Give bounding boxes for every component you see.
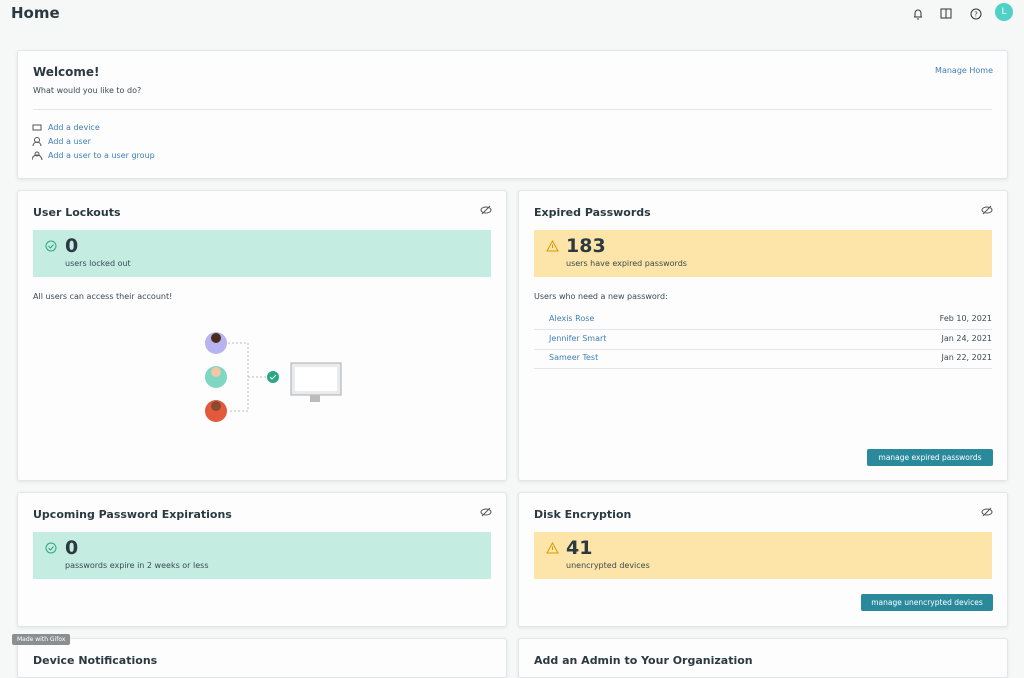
add-admin-card: Add an Admin to Your Organization — [518, 638, 1008, 678]
card-title: Add an Admin to Your Organization — [534, 654, 753, 667]
upcoming-expirations-card: Upcoming Password Expirations 0 password… — [17, 492, 507, 627]
page: {"header":{"title":"Home","avatar":"L"},… — [11, 3, 1013, 678]
count-label: passwords expire in 2 weeks or less — [65, 561, 209, 570]
illustration — [205, 332, 342, 422]
count: 183 — [566, 235, 606, 257]
count: 0 — [65, 235, 79, 257]
expired-passwords-card: Expired Passwords 183 users have expired… — [518, 190, 1008, 481]
count: 41 — [566, 537, 593, 559]
watermark: Made with Gifox — [12, 634, 71, 645]
card-title: User Lockouts — [33, 206, 121, 219]
welcome-subtitle: What would you like to do? — [33, 86, 142, 95]
status-banner: 0 passwords expire in 2 weeks or less — [33, 532, 491, 579]
card-title: Disk Encryption — [534, 508, 632, 521]
divider — [33, 109, 992, 110]
hide-icon[interactable] — [480, 205, 492, 215]
page-title: Home — [11, 4, 60, 22]
action-link[interactable]: Add a user to a user group — [48, 151, 155, 160]
manage-home-link[interactable]: Manage Home — [935, 66, 993, 75]
welcome-title: Welcome! — [33, 65, 100, 79]
card-title: Expired Passwords — [534, 206, 651, 219]
count-label: users locked out — [65, 259, 131, 268]
count: 0 — [65, 537, 79, 559]
manage-unencrypted-button[interactable]: manage unencrypted devices — [861, 594, 993, 611]
user-name[interactable]: Alexis Rose — [549, 314, 595, 323]
user-lockouts-card: User Lockouts 0 users locked out All use… — [17, 190, 507, 481]
hide-icon[interactable] — [981, 205, 993, 215]
card-title: Device Notifications — [33, 654, 158, 667]
status-banner: 0 users locked out — [33, 230, 491, 277]
count-label: unencrypted devices — [566, 561, 650, 570]
disk-encryption-card: Disk Encryption 41 unencrypted devices m… — [518, 492, 1008, 627]
user-date: Jan 24, 2021 — [941, 334, 993, 343]
action-link[interactable]: Add a device — [48, 123, 100, 132]
card-title: Upcoming Password Expirations — [33, 508, 232, 521]
hide-icon[interactable] — [480, 507, 492, 517]
user-date: Feb 10, 2021 — [939, 314, 992, 323]
action-link[interactable]: Add a user — [48, 137, 91, 146]
user-name[interactable]: Jennifer Smart — [549, 334, 607, 343]
device-notifications-card: Device Notifications — [17, 638, 507, 678]
status-banner: 183 users have expired passwords — [534, 230, 992, 277]
manage-expired-button[interactable]: manage expired passwords — [867, 449, 993, 466]
action-icons — [32, 124, 43, 161]
user-row[interactable]: Alexis Rose Feb 10, 2021 — [534, 310, 992, 330]
manage-home-text[interactable]: Manage Home — [935, 66, 993, 75]
user-row[interactable]: Sameer Test Jan 22, 2021 — [534, 349, 992, 369]
user-row[interactable]: Jennifer Smart Jan 24, 2021 — [534, 330, 992, 350]
list-subtitle: Users who need a new password: — [534, 292, 668, 301]
status-banner: 41 unencrypted devices — [534, 532, 992, 579]
message: All users can access their account! — [33, 292, 173, 301]
svg-text:?: ? — [974, 11, 978, 19]
hide-icon[interactable] — [981, 507, 993, 517]
count-label: users have expired passwords — [566, 259, 687, 268]
avatar[interactable]: L — [995, 3, 1013, 21]
header-icons: ? — [914, 8, 982, 20]
welcome-card: Welcome! What would you like to do? Mana… — [17, 50, 1008, 179]
user-name[interactable]: Sameer Test — [549, 353, 599, 362]
user-date: Jan 22, 2021 — [941, 353, 993, 362]
